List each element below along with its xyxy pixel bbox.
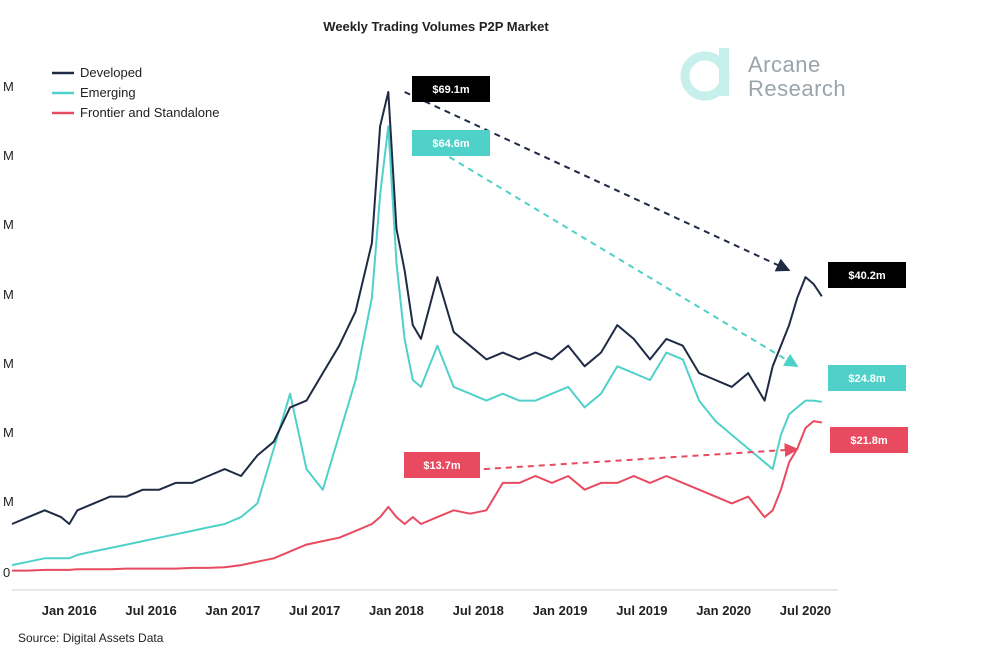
logo-text-line1: Arcane <box>748 52 821 77</box>
callout-label: $13.7m <box>423 460 461 472</box>
arrow-developed <box>404 91 791 272</box>
callout-emerging-peak: $64.6m <box>412 130 490 156</box>
series-line-developed <box>11 91 823 525</box>
source-note: Source: Digital Assets Data <box>18 631 164 645</box>
callout-frontier-latest: $21.8m <box>830 427 908 453</box>
callout-emerging-latest: $24.8m <box>828 365 906 391</box>
x-tick-label: Jul 2016 <box>125 603 176 618</box>
callout-label: $64.6m <box>432 138 470 150</box>
callout-label: $40.2m <box>848 270 886 282</box>
callout-box <box>828 365 906 391</box>
series-layer <box>11 91 823 572</box>
y-tick-label: M <box>3 79 14 94</box>
legend-label: Frontier and Standalone <box>80 105 219 120</box>
legend-item-developed: Developed <box>52 65 142 80</box>
y-tick-label: M <box>3 494 14 509</box>
y-tick-label: M <box>3 287 14 302</box>
x-tick-label: Jul 2018 <box>453 603 504 618</box>
callout-label: $21.8m <box>850 435 888 447</box>
y-tick-label: M <box>3 425 14 440</box>
legend-label: Emerging <box>80 85 136 100</box>
arrow-emerging <box>420 139 799 368</box>
y-tick-label: M <box>3 217 14 232</box>
x-tick-label: Jan 2017 <box>205 603 260 618</box>
legend-label: Developed <box>80 65 142 80</box>
arcane-research-logo: Arcane Research <box>680 48 846 101</box>
x-tick-label: Jan 2020 <box>696 603 751 618</box>
series-line-frontier <box>12 420 822 572</box>
callout-label: $69.1m <box>432 84 470 96</box>
callout-box <box>412 130 490 156</box>
callout-developed-peak: $69.1m <box>412 76 490 102</box>
legend: Developed Emerging Frontier and Standalo… <box>52 65 219 120</box>
legend-item-emerging: Emerging <box>52 85 136 100</box>
x-tick-label: Jan 2018 <box>369 603 424 618</box>
callout-label: $24.8m <box>848 373 886 385</box>
x-tick-label: Jul 2020 <box>780 603 831 618</box>
legend-item-frontier: Frontier and Standalone <box>52 105 219 120</box>
annotation-callouts: $69.1m $64.6m $40.2m $24.8m $13.7m $21.8m <box>404 76 908 478</box>
x-tick-label: Jul 2017 <box>289 603 340 618</box>
y-axis-ticks: M M M M M M M 0 <box>3 79 14 580</box>
callout-box <box>412 76 490 102</box>
logo-text-line2: Research <box>748 76 846 101</box>
y-tick-label: M <box>3 356 14 371</box>
y-tick-label: 0 <box>3 565 10 580</box>
arrow-frontier <box>461 443 799 472</box>
x-tick-label: Jan 2016 <box>42 603 97 618</box>
callout-box <box>830 427 908 453</box>
x-axis-ticks: Jan 2016 Jul 2016 Jan 2017 Jul 2017 Jan 2018… <box>42 603 831 618</box>
callout-box <box>404 452 480 478</box>
annotation-arrows <box>404 91 799 472</box>
chart-title: Weekly Trading Volumes P2P Market <box>323 19 549 34</box>
callout-frontier-peak: $13.7m <box>404 452 480 478</box>
callout-developed-latest: $40.2m <box>828 262 906 288</box>
x-tick-label: Jan 2019 <box>533 603 588 618</box>
callout-box <box>828 262 906 288</box>
logo-mark-icon <box>680 48 730 101</box>
y-tick-label: M <box>3 148 14 163</box>
series-line-emerging <box>11 125 822 567</box>
x-tick-label: Jul 2019 <box>616 603 667 618</box>
